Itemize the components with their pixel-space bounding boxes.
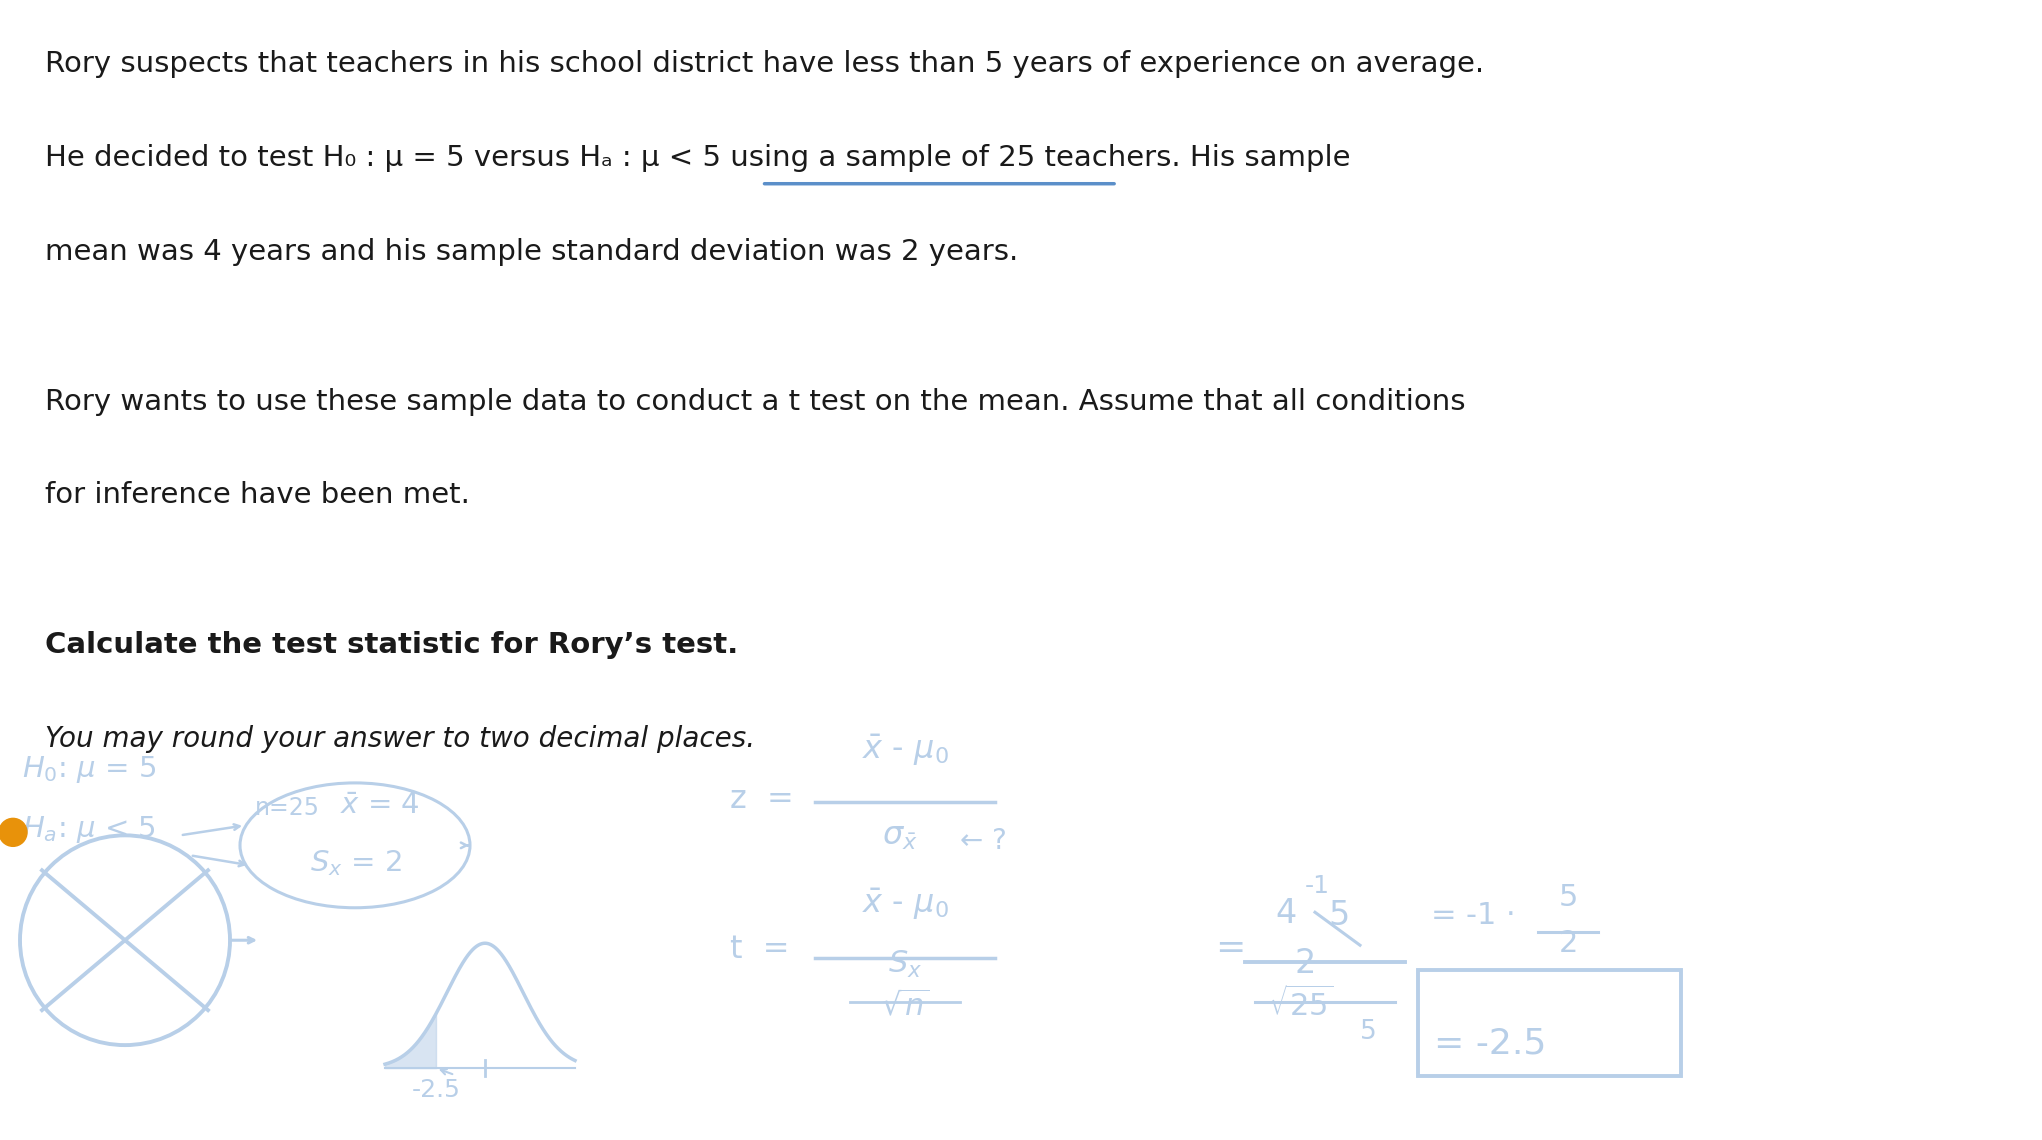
Text: n=25: n=25	[255, 797, 321, 821]
Text: = -2.5: = -2.5	[1433, 1026, 1546, 1060]
Text: 2: 2	[1295, 947, 1315, 980]
Text: $S_x$: $S_x$	[888, 950, 923, 980]
Text: ← ?: ← ?	[960, 828, 1007, 855]
Text: t  =: t =	[729, 934, 790, 966]
Text: You may round your answer to two decimal places.: You may round your answer to two decimal…	[45, 725, 756, 752]
Text: 5: 5	[1327, 899, 1350, 933]
Text: -2.5: -2.5	[412, 1078, 461, 1102]
Text: 4: 4	[1274, 897, 1297, 930]
Text: $\sqrt{25}$: $\sqrt{25}$	[1268, 986, 1333, 1023]
Text: Calculate the test statistic for Rory’s test.: Calculate the test statistic for Rory’s …	[45, 632, 737, 659]
Text: 2: 2	[1558, 929, 1578, 959]
Text: $\it{H_0}$: $\mu$ = 5: $\it{H_0}$: $\mu$ = 5	[22, 755, 155, 785]
Text: $\bar{x}$ - $\mu_0$: $\bar{x}$ - $\mu_0$	[862, 887, 947, 922]
Text: $S_x$ = 2: $S_x$ = 2	[310, 848, 402, 878]
Text: for inference have been met.: for inference have been met.	[45, 481, 470, 510]
Text: He decided to test H₀ : μ = 5 versus Hₐ : μ < 5 using a sample of 25 teachers. H: He decided to test H₀ : μ = 5 versus Hₐ …	[45, 144, 1350, 172]
Text: $\it{H_a}$: $\mu$ < 5: $\it{H_a}$: $\mu$ < 5	[22, 814, 155, 846]
Text: =: =	[1215, 931, 1246, 966]
Circle shape	[0, 819, 27, 846]
Text: $\bar{x}$ - $\mu_0$: $\bar{x}$ - $\mu_0$	[862, 733, 947, 768]
Text: $\bar{x}$ = 4: $\bar{x}$ = 4	[341, 792, 421, 821]
Text: Rory suspects that teachers in his school district have less than 5 years of exp: Rory suspects that teachers in his schoo…	[45, 50, 1485, 79]
Text: 5: 5	[1360, 1019, 1376, 1045]
Text: Rory wants to use these sample data to conduct a t test on the mean. Assume that: Rory wants to use these sample data to c…	[45, 388, 1466, 416]
Text: 5: 5	[1558, 884, 1578, 912]
Text: mean was 4 years and his sample standard deviation was 2 years.: mean was 4 years and his sample standard…	[45, 238, 1019, 266]
Text: $\sigma_{\bar{x}}$: $\sigma_{\bar{x}}$	[882, 821, 917, 853]
Text: = -1 $\cdot$: = -1 $\cdot$	[1429, 902, 1513, 930]
Text: $\sqrt{n}$: $\sqrt{n}$	[880, 990, 929, 1023]
Text: -1: -1	[1305, 874, 1329, 898]
Text: z  =: z =	[729, 784, 794, 815]
